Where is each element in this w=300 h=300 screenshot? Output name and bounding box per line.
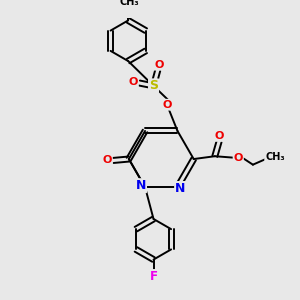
Text: S: S — [149, 80, 158, 92]
Text: O: O — [215, 131, 224, 141]
Text: N: N — [136, 179, 146, 192]
Text: CH₃: CH₃ — [265, 152, 285, 162]
Text: O: O — [103, 155, 112, 165]
Text: O: O — [154, 60, 164, 70]
Text: N: N — [175, 182, 185, 195]
Text: F: F — [149, 270, 158, 283]
Text: O: O — [128, 76, 138, 87]
Text: O: O — [234, 153, 243, 163]
Text: CH₃: CH₃ — [120, 0, 140, 7]
Text: O: O — [162, 100, 172, 110]
